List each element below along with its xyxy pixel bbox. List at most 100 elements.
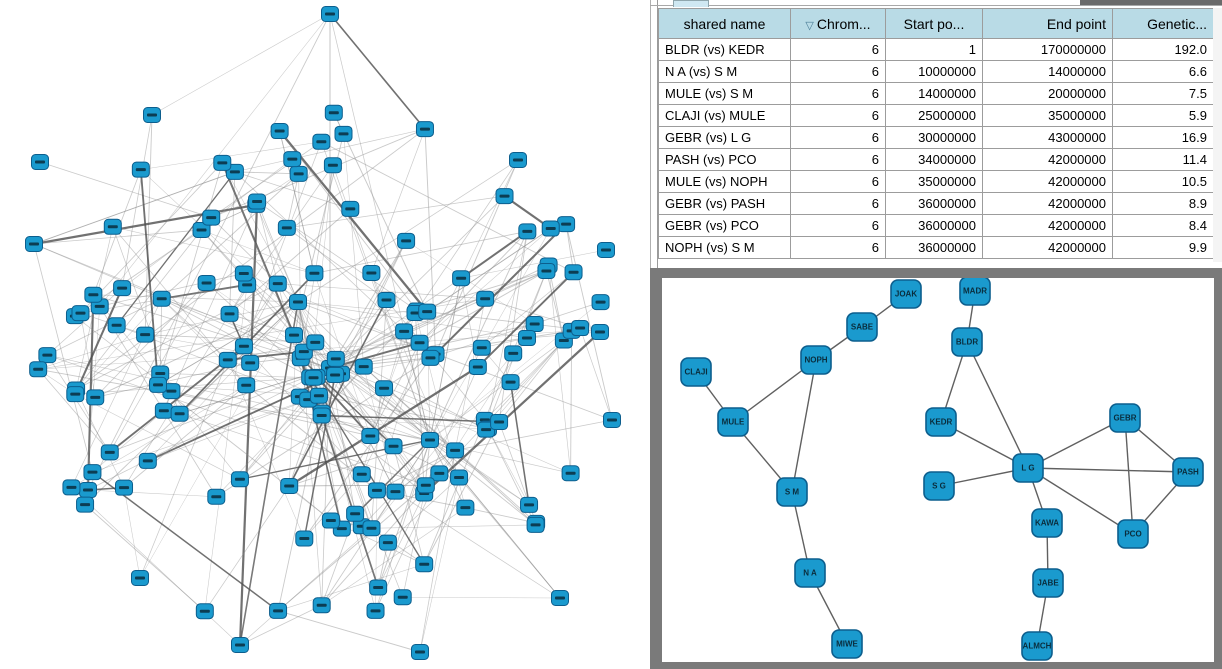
network-edge[interactable] [570, 330, 573, 474]
network-edge[interactable] [33, 171, 236, 245]
table-cell[interactable]: 6.6 [1112, 60, 1214, 83]
table-cell[interactable]: 25000000 [885, 104, 983, 127]
network-edge[interactable] [320, 415, 379, 588]
network-edge[interactable] [335, 270, 547, 360]
network-node[interactable] [421, 349, 440, 366]
network-edge[interactable] [95, 301, 299, 398]
table-cell[interactable]: PASH (vs) PCO [658, 148, 791, 171]
network-edge[interactable] [329, 277, 462, 369]
table-row[interactable]: BLDR (vs) KEDR 6 1 170000000 192.0 [658, 38, 1214, 61]
network-node[interactable] [366, 602, 385, 619]
network-edge[interactable] [238, 201, 259, 646]
network-edge[interactable] [481, 271, 574, 349]
column-header-genetic[interactable]: Genetic... [1112, 8, 1214, 39]
network-node[interactable] [29, 361, 48, 378]
network-node[interactable] [415, 121, 434, 138]
table-cell[interactable]: 42000000 [982, 148, 1113, 171]
subnetwork-canvas[interactable]: JOAK SABE NOPH CLAJI MULE S M N A MIWE MADR BLDR K… [662, 276, 1214, 662]
network-edge[interactable] [423, 421, 500, 565]
network-node[interactable] [280, 477, 299, 494]
network-node[interactable] [79, 482, 97, 498]
network-node[interactable]: KAWA [1031, 508, 1063, 538]
network-node[interactable] [456, 499, 475, 516]
network-edge[interactable] [395, 491, 561, 599]
network-node[interactable] [131, 161, 150, 178]
network-edge[interactable] [426, 311, 431, 441]
network-edge[interactable] [477, 271, 575, 368]
network-edge[interactable] [256, 201, 299, 303]
network-node[interactable] [321, 512, 340, 529]
network-edge[interactable] [329, 13, 426, 130]
table-cell[interactable]: GEBR (vs) L G [658, 126, 791, 149]
network-node[interactable] [323, 157, 342, 174]
network-edge[interactable] [234, 171, 299, 175]
network-edge[interactable] [321, 240, 407, 416]
network-node[interactable] [386, 483, 405, 500]
network-edge[interactable] [509, 382, 530, 506]
network-edge[interactable] [565, 224, 575, 273]
network-edge[interactable] [321, 507, 466, 606]
network-node[interactable]: GEBR [1109, 403, 1141, 433]
network-node[interactable] [66, 386, 85, 403]
network-edge[interactable] [376, 449, 456, 491]
network-edge[interactable] [297, 159, 519, 303]
network-edge[interactable] [139, 359, 229, 579]
network-node[interactable] [591, 324, 609, 340]
network-node[interactable] [476, 290, 495, 307]
network-edge[interactable] [278, 130, 429, 313]
network-node[interactable] [561, 465, 580, 482]
network-node[interactable] [326, 367, 345, 384]
network-edge[interactable] [423, 331, 601, 495]
network-node[interactable] [334, 125, 353, 142]
network-node[interactable]: MADR [959, 276, 991, 306]
network-node[interactable] [25, 236, 43, 252]
table-cell[interactable]: 42000000 [982, 236, 1113, 259]
network-edge[interactable] [487, 428, 530, 506]
network-node[interactable] [218, 351, 237, 368]
network-node[interactable] [241, 354, 260, 371]
network-edge[interactable] [498, 231, 528, 423]
network-edge[interactable] [95, 362, 251, 398]
network-edge[interactable] [99, 273, 244, 307]
network-node[interactable] [517, 330, 536, 347]
network-edge[interactable] [75, 128, 426, 390]
network-edge[interactable] [334, 240, 407, 376]
network-edge[interactable] [243, 283, 279, 347]
network-edge[interactable] [204, 284, 248, 612]
network-node[interactable] [410, 334, 429, 351]
network-node[interactable] [377, 292, 396, 309]
network-edge[interactable] [239, 527, 372, 646]
table-cell[interactable]: 1 [885, 38, 983, 61]
network-edge[interactable] [161, 298, 247, 386]
column-header-start-position[interactable]: Start po... [885, 8, 983, 39]
network-edge[interactable] [229, 313, 295, 336]
network-edge[interactable] [87, 13, 331, 491]
network-node[interactable] [504, 345, 523, 362]
network-node[interactable] [154, 402, 173, 419]
network-edge[interactable] [75, 389, 125, 488]
network-edge[interactable] [279, 130, 418, 311]
network-node[interactable] [192, 221, 211, 238]
network-edge[interactable] [47, 354, 111, 453]
network-edge[interactable] [84, 504, 206, 612]
network-edge[interactable] [321, 414, 500, 423]
network-node[interactable] [452, 270, 471, 287]
network-node[interactable] [367, 482, 386, 499]
network-node[interactable] [551, 590, 569, 606]
table-cell[interactable]: 5.9 [1112, 104, 1214, 127]
network-edge[interactable] [139, 169, 159, 385]
network-edge[interactable] [461, 249, 607, 279]
network-node[interactable] [305, 265, 324, 282]
network-edge[interactable] [234, 128, 426, 173]
network-edge[interactable] [161, 298, 431, 441]
table-cell[interactable]: 6 [790, 170, 886, 193]
table-row[interactable]: GEBR (vs) L G 6 30000000 43000000 16.9 [658, 126, 1214, 149]
network-edge[interactable] [579, 327, 613, 421]
panel-splitter[interactable] [650, 0, 658, 268]
network-edge[interactable] [277, 563, 425, 612]
network-edge[interactable] [47, 287, 123, 356]
network-edge[interactable] [343, 133, 351, 209]
network-edge[interactable] [71, 487, 241, 646]
network-edge[interactable] [485, 231, 528, 430]
network-edge[interactable] [419, 270, 547, 344]
